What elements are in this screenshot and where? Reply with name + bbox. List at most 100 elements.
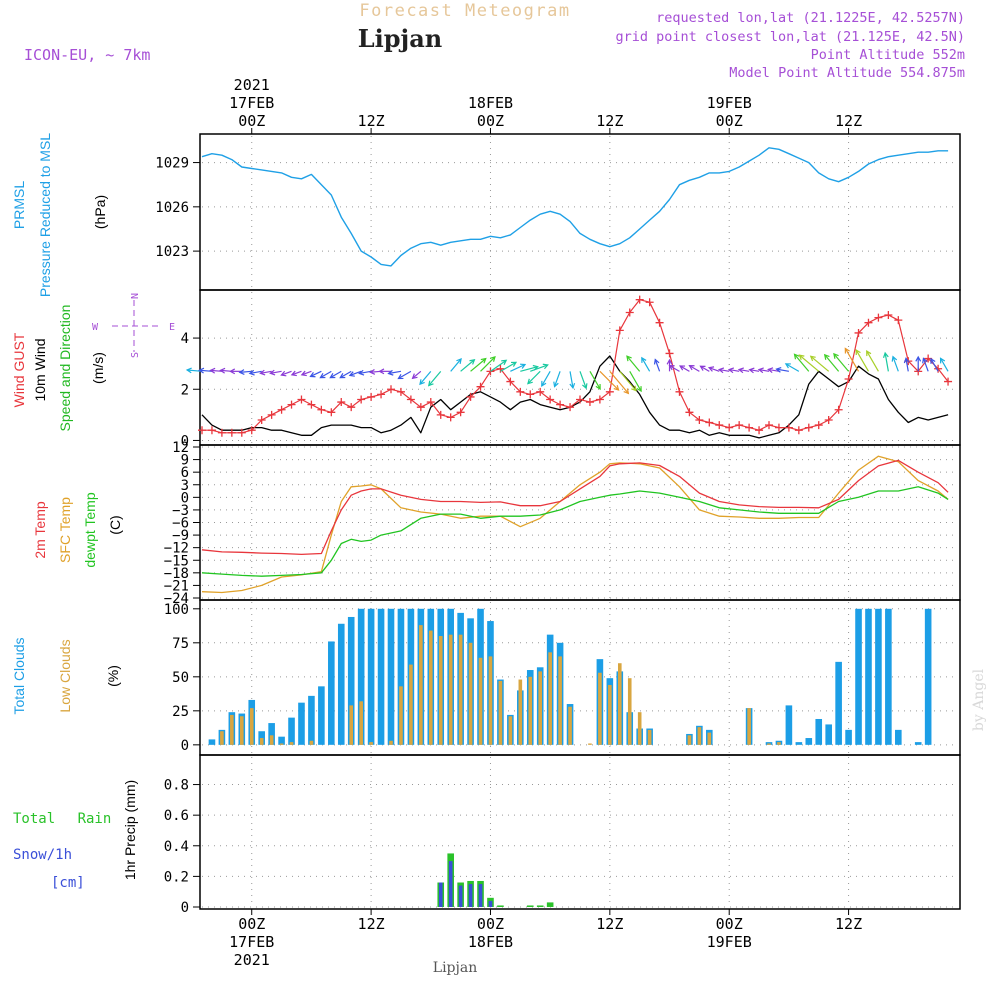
low-cloud-bar xyxy=(309,740,314,745)
gust-marker xyxy=(715,421,724,430)
bottom-time-label: 12Z xyxy=(358,915,385,933)
wind-arrow xyxy=(922,358,929,372)
wind-arrow-head xyxy=(613,385,620,391)
wind-arrow xyxy=(940,358,949,372)
product-title: Forecast Meteogram xyxy=(359,1,570,21)
wind-arrow xyxy=(626,355,641,372)
clouds-title-unit: (%) xyxy=(105,665,121,687)
gust-marker xyxy=(426,398,435,407)
ytick-label-temperature: −6 xyxy=(172,516,189,532)
top-time-label: 00Z xyxy=(238,112,265,130)
ytick-label-temperature: 9 xyxy=(181,453,189,469)
gust-marker xyxy=(685,408,694,417)
low-cloud-bar xyxy=(409,664,413,745)
temp-title-dewpt: dewpt Temp xyxy=(82,492,98,567)
wind-arrow xyxy=(339,370,352,379)
wind-arrow-head xyxy=(775,366,782,373)
wind-arrow xyxy=(281,370,292,376)
wind-arrow xyxy=(589,371,601,390)
gust-marker xyxy=(784,423,793,432)
wind-series xyxy=(185,295,953,439)
ytick-label-precip: 0 xyxy=(181,900,189,916)
wind-compass: N S W E xyxy=(92,293,175,358)
wind-arrow-head xyxy=(737,367,744,374)
gust-marker xyxy=(864,318,873,327)
gust-marker xyxy=(725,423,734,432)
wind-arrow xyxy=(510,363,526,372)
location-title: Lipjan xyxy=(358,24,442,53)
gust-marker xyxy=(367,392,376,401)
wind-arrow xyxy=(349,370,362,377)
snow-bar xyxy=(488,900,493,907)
wind-arrow-head xyxy=(922,357,928,364)
total-cloud-bar xyxy=(397,608,405,745)
wind-arrow xyxy=(930,358,939,372)
temp-2m-line xyxy=(201,459,949,556)
wind-arrow-head xyxy=(456,357,462,364)
low-cloud-bar xyxy=(239,716,244,745)
wind-arrow-head xyxy=(595,383,601,391)
wind-arrow-head xyxy=(793,353,800,360)
wind-arrow-head xyxy=(678,365,686,371)
pressure-line xyxy=(201,147,949,267)
wind-arrow-head xyxy=(653,358,660,365)
wind-arrow xyxy=(527,370,541,385)
gust-marker xyxy=(894,316,903,325)
pressure-series xyxy=(201,147,949,267)
precip-title-snow: Snow/1h xyxy=(13,847,72,863)
wind-arrow xyxy=(419,370,432,385)
footer-location: Lipjan xyxy=(433,960,477,976)
low-cloud-bar xyxy=(687,735,692,745)
gust-marker xyxy=(635,295,644,304)
gust-marker xyxy=(396,387,405,396)
wind-speed-line xyxy=(201,355,949,439)
wind-arrow-head xyxy=(553,381,559,388)
wind-arrow-head xyxy=(641,356,647,363)
wind-arrow xyxy=(799,354,820,372)
wind-arrow xyxy=(480,356,496,372)
wind-arrow-head xyxy=(209,367,216,374)
wind-arrow xyxy=(450,358,462,372)
wind-arrow xyxy=(388,370,402,375)
wind-arrow-head xyxy=(269,369,276,376)
ytick-label-precip: 0.4 xyxy=(164,839,189,855)
wind-arrow xyxy=(541,371,551,387)
wind-arrow-head xyxy=(784,363,791,369)
total-cloud-bar xyxy=(347,616,355,745)
low-cloud-bar xyxy=(478,657,483,745)
bottom-time-label: 00Z xyxy=(716,915,743,933)
wind-arrow-head xyxy=(903,357,910,364)
ytick-label-wind: 2 xyxy=(181,382,189,398)
gust-marker xyxy=(745,423,754,432)
low-cloud-bar xyxy=(548,652,552,745)
ytick-label-precip: 0.8 xyxy=(164,778,189,794)
wind-arrow xyxy=(460,359,475,372)
gust-marker xyxy=(576,395,584,404)
wind-arrow xyxy=(776,368,789,372)
low-cloud-bar xyxy=(707,732,712,745)
wind-arrow-head xyxy=(767,367,774,374)
gust-marker xyxy=(327,408,336,417)
gust-marker xyxy=(665,349,674,358)
wind-arrow-head xyxy=(631,385,637,392)
bottom-time-label: 19FEB xyxy=(707,933,752,951)
wind-arrow xyxy=(794,353,810,372)
precip-bars xyxy=(437,853,554,907)
gust-marker xyxy=(357,395,366,404)
wind-arrow xyxy=(884,352,889,372)
axis-labels: 102310261029024129630−3−6−9−12−15−18−21−… xyxy=(155,156,200,916)
low-cloud-bar xyxy=(558,656,562,745)
ytick-label-pressure: 1029 xyxy=(155,156,189,172)
ytick-label-pressure: 1023 xyxy=(155,244,189,260)
wind-arrow xyxy=(249,370,262,375)
wind-arrow-head xyxy=(636,386,642,393)
low-cloud-bar xyxy=(747,708,751,745)
wind-arrow xyxy=(669,365,680,372)
wind-arrow-head xyxy=(309,372,316,378)
gust-marker xyxy=(755,426,764,435)
total-cloud-bar xyxy=(815,718,823,745)
ytick-label-temperature: −15 xyxy=(164,553,189,569)
precip-title-unit: 1hr Precip (mm) xyxy=(122,780,138,880)
wind-arrow-head xyxy=(469,358,476,365)
